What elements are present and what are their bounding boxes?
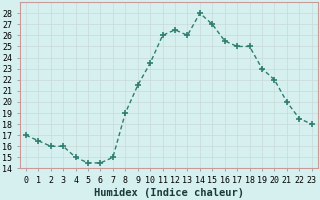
X-axis label: Humidex (Indice chaleur): Humidex (Indice chaleur) <box>94 188 244 198</box>
